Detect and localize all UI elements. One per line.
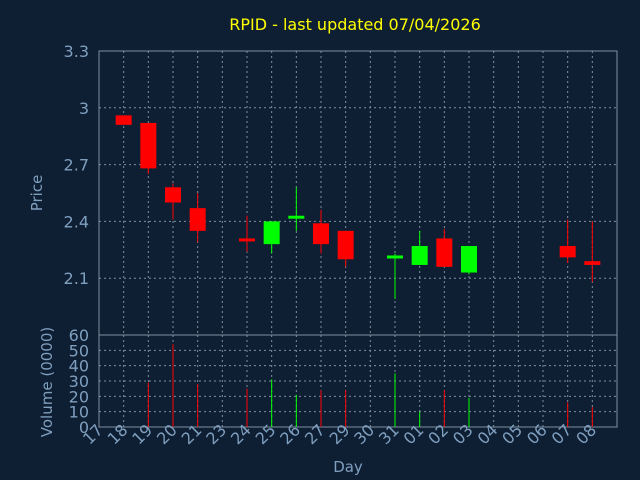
x-tick-label: 21 (178, 420, 206, 448)
x-tick-label: 20 (153, 420, 181, 448)
x-tick-label: 18 (104, 420, 132, 448)
plot-frames (98, 50, 618, 428)
candle-body (436, 238, 453, 267)
candle-body (263, 221, 280, 245)
candle-body (387, 255, 403, 259)
candle-body (584, 261, 601, 265)
candle-body (337, 230, 354, 260)
x-tick-label: 23 (202, 420, 230, 448)
volume-axis-label: Volume (0000) (38, 327, 56, 437)
price-tick-label: 2.7 (64, 156, 89, 175)
x-tick-label: 27 (301, 420, 329, 448)
price-tick-label: 3 (79, 99, 89, 118)
x-tick-label: 03 (449, 420, 477, 448)
x-tick-label: 06 (523, 420, 551, 448)
x-tick-label: 04 (474, 420, 502, 448)
x-tick-label: 24 (227, 420, 255, 448)
x-tick-label: 25 (252, 420, 280, 448)
x-tick-label: 30 (350, 420, 378, 448)
grid-lines (99, 50, 617, 428)
candle-body (189, 208, 206, 231)
volume-tick-label: 40 (69, 357, 89, 376)
candle-body (140, 122, 157, 169)
price-tick-label: 2.4 (64, 212, 89, 231)
x-tick-labels: 1718192021232425262729303101020304050607… (79, 420, 600, 448)
volume-bars (147, 344, 593, 427)
candlesticks (115, 115, 601, 300)
volume-tick-label: 20 (69, 387, 89, 406)
price-axis-label: Price (28, 175, 46, 212)
x-tick-label: 31 (375, 420, 403, 448)
x-tick-label: 26 (276, 420, 304, 448)
x-tick-label: 08 (572, 420, 600, 448)
volume-tick-label: 10 (69, 403, 89, 422)
volume-tick-label: 60 (69, 326, 89, 345)
candle-body (115, 115, 132, 125)
candle-body (239, 238, 255, 242)
x-tick-label: 29 (326, 420, 354, 448)
x-axis-label: Day (333, 458, 363, 476)
chart-title: RPID - last updated 07/04/2026 (229, 15, 481, 34)
x-tick-label: 05 (498, 420, 526, 448)
x-tick-label: 19 (128, 420, 156, 448)
candle-body (313, 223, 329, 245)
x-tick-label: 01 (400, 420, 428, 448)
volume-plot-frame (98, 334, 618, 428)
volume-tick-label: 50 (69, 341, 89, 360)
price-tick-label: 3.3 (64, 42, 89, 61)
candle-body (165, 187, 181, 203)
candle-body (288, 215, 305, 219)
candle-body (559, 246, 576, 258)
volume-tick-label: 30 (69, 372, 89, 391)
price-tick-label: 2.1 (64, 269, 89, 288)
x-tick-label: 07 (548, 420, 576, 448)
x-tick-label: 02 (424, 420, 452, 448)
volume-tick-label: 0 (79, 418, 89, 437)
candle-body (411, 246, 428, 265)
candle-body (461, 246, 477, 273)
